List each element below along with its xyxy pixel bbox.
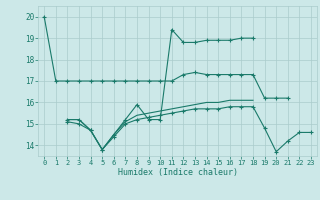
X-axis label: Humidex (Indice chaleur): Humidex (Indice chaleur) [118,168,238,177]
